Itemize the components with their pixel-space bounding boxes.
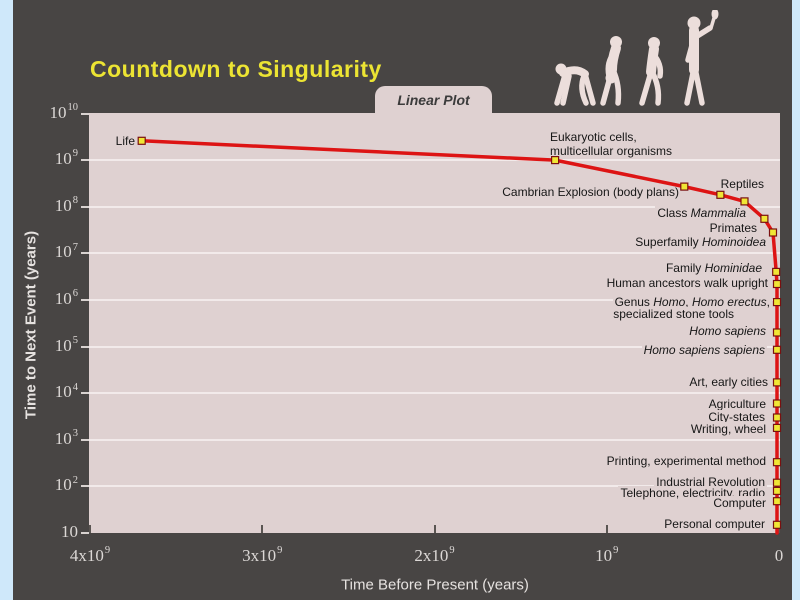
event-label: Superfamily Hominoidea [633, 235, 768, 249]
event-label: Computer [711, 496, 768, 510]
y-axis-tick-label: 108 [54, 195, 78, 215]
x-axis-tick [261, 525, 264, 533]
ape-icon [554, 63, 596, 106]
y-axis-tick-label: 109 [54, 148, 78, 169]
event-label: specialized stone tools [611, 307, 736, 321]
x-axis-tick [433, 525, 436, 533]
human-with-torch-icon [684, 10, 719, 106]
plot-area [89, 113, 780, 533]
event-label: Family Hominidae [663, 261, 764, 275]
y-axis-tick-label: 104 [54, 381, 78, 402]
event-label: Primates [707, 221, 759, 235]
event-label: Printing, experimental method [604, 454, 768, 468]
gridline [89, 159, 780, 162]
y-axis-tick [81, 159, 89, 162]
y-axis-tick-label: 10 [61, 522, 78, 541]
event-label: multicellular organisms [548, 144, 675, 158]
event-label: Art, early cities [687, 375, 770, 389]
y-axis-tick [81, 532, 89, 534]
y-axis-tick [81, 205, 89, 208]
evolution-of-man-icon [554, 10, 719, 106]
event-label: Life [113, 134, 137, 148]
y-axis-tick-label: 102 [54, 474, 78, 495]
upright-hominid-icon [639, 37, 664, 106]
slide-title: Countdown to Singularity [90, 56, 382, 82]
event-label: Cambrian Explosion (body plans) [500, 185, 681, 199]
y-axis-tick [81, 438, 89, 441]
event-label: Reptiles [718, 177, 766, 191]
x-axis-tick [605, 525, 608, 533]
y-axis-tick [81, 112, 89, 115]
y-axis-tick-label: 107 [54, 241, 78, 262]
gridline [89, 252, 780, 255]
y-axis-tick [81, 392, 89, 395]
x-axis-title: Time Before Present (years) [341, 576, 529, 594]
event-label: Homo sapiens [687, 324, 768, 338]
x-axis-tick-label: 3x109 [242, 545, 283, 565]
y-axis-tick [81, 298, 89, 301]
event-label: Writing, wheel [688, 422, 768, 436]
x-axis-tick-label: 109 [595, 545, 619, 565]
x-axis-tick [89, 525, 91, 533]
gridline [89, 392, 780, 395]
x-axis-tick [778, 525, 780, 533]
x-axis-tick-label: 2x109 [414, 545, 455, 565]
event-label: Human ancestors walk upright [604, 276, 770, 290]
event-label: Class Mammalia [655, 206, 748, 220]
x-axis-tick-label: 4x109 [69, 545, 111, 565]
y-axis-tick [81, 345, 89, 348]
event-label: Agriculture [706, 397, 768, 411]
gridline [89, 438, 780, 441]
linear-plot-tab[interactable]: Linear Plot [375, 86, 492, 114]
y-axis-tick-label: 103 [54, 428, 78, 448]
y-axis-tick-label: 106 [54, 288, 78, 308]
event-label: Personal computer [662, 517, 767, 531]
event-label: Homo sapiens sapiens [641, 343, 767, 357]
linear-plot-tab-label: Linear Plot [397, 92, 470, 108]
y-axis-tick [81, 485, 89, 488]
y-axis-tick-label: 105 [54, 334, 78, 355]
early-hominid-icon [600, 36, 622, 106]
y-axis-tick-label: 1010 [49, 101, 79, 122]
x-axis-tick-label: 0 [774, 546, 784, 565]
y-axis-tick [81, 252, 89, 255]
event-label: Eukaryotic cells, [548, 130, 639, 144]
